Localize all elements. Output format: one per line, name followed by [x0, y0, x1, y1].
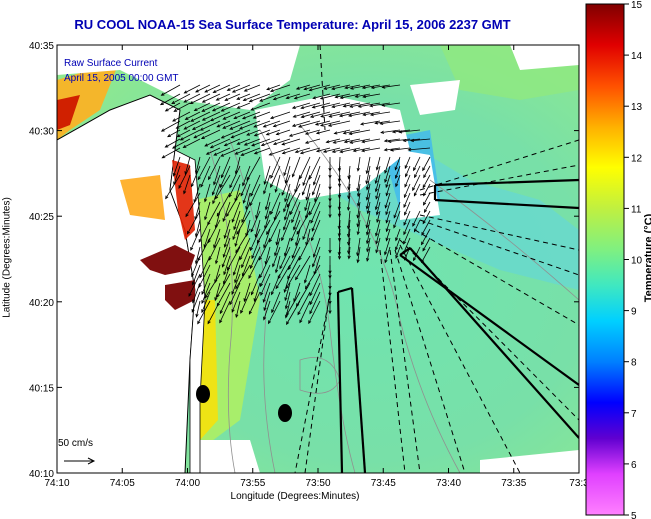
y-tick-label: 40:15 [29, 383, 54, 394]
y-tick-label: 40:10 [29, 469, 54, 480]
x-axis-ticks: 74:10 74:05 74:00 73:55 73:50 73:45 73:40 73:35… [44, 45, 589, 489]
bathymetry-contours [209, 124, 579, 473]
x-tick-label: 73:3 [569, 478, 589, 489]
colorbar-tick-label: 5 [631, 511, 637, 519]
shipping-lanes [336, 178, 579, 473]
station-marker [196, 385, 210, 403]
colorbar-tick-label: 13 [631, 102, 643, 113]
legend-line-2: April 15, 2005 00:00 GMT [64, 73, 179, 84]
dashed-fan [294, 45, 579, 473]
colorbar [585, 3, 625, 516]
x-tick-label: 73:55 [240, 478, 265, 489]
colorbar-tick-label: 11 [631, 204, 642, 215]
legend-line-1: Raw Surface Current [64, 58, 158, 69]
y-axis-label: Latitude (Degrees:Minutes) [1, 197, 13, 318]
colorbar-tick-label: 15 [631, 0, 643, 11]
y-tick-label: 40:20 [29, 298, 54, 309]
colorbar-tick-label: 10 [631, 256, 643, 267]
scale-label: 50 cm/s [58, 438, 94, 449]
y-axis-ticks: 40:35 40:30 40:25 40:20 40:15 40:10 [29, 41, 579, 480]
colorbar-tick-label: 6 [631, 460, 637, 471]
map-title: RU COOL NOAA-15 Sea Surface Temperature:… [74, 17, 511, 32]
x-tick-label: 73:40 [436, 478, 461, 489]
x-axis-label: Longitude (Degrees:Minutes) [230, 491, 360, 502]
plot-area [57, 45, 579, 473]
estuary [140, 245, 195, 275]
colorbar-label: Temperature (°C) [643, 213, 651, 303]
colorbar-tick-label: 9 [631, 307, 637, 318]
x-tick-label: 74:05 [110, 478, 135, 489]
colorbar-tick-label: 8 [631, 358, 637, 369]
x-tick-label: 74:10 [44, 478, 69, 489]
x-tick-label: 74:00 [175, 478, 200, 489]
x-tick-label: 73:35 [501, 478, 526, 489]
x-tick-label: 73:45 [371, 478, 396, 489]
cloud-mask [57, 45, 300, 110]
station-marker [278, 404, 292, 422]
colorbar-tick-label: 7 [631, 409, 637, 420]
current-vectors [159, 84, 431, 326]
colorbar-tick-label: 12 [631, 153, 643, 164]
scale-arrow [64, 457, 96, 465]
y-tick-label: 40:30 [29, 127, 54, 138]
y-tick-label: 40:35 [29, 41, 54, 52]
colorbar-ticks: 15 14 13 12 11 10 9 8 7 6 5 [624, 0, 643, 519]
legend: Raw Surface Current April 15, 2005 00:00… [64, 56, 179, 86]
y-tick-label: 40:25 [29, 212, 54, 223]
colorbar-tick-label: 14 [631, 51, 643, 62]
x-tick-label: 73:50 [305, 478, 330, 489]
